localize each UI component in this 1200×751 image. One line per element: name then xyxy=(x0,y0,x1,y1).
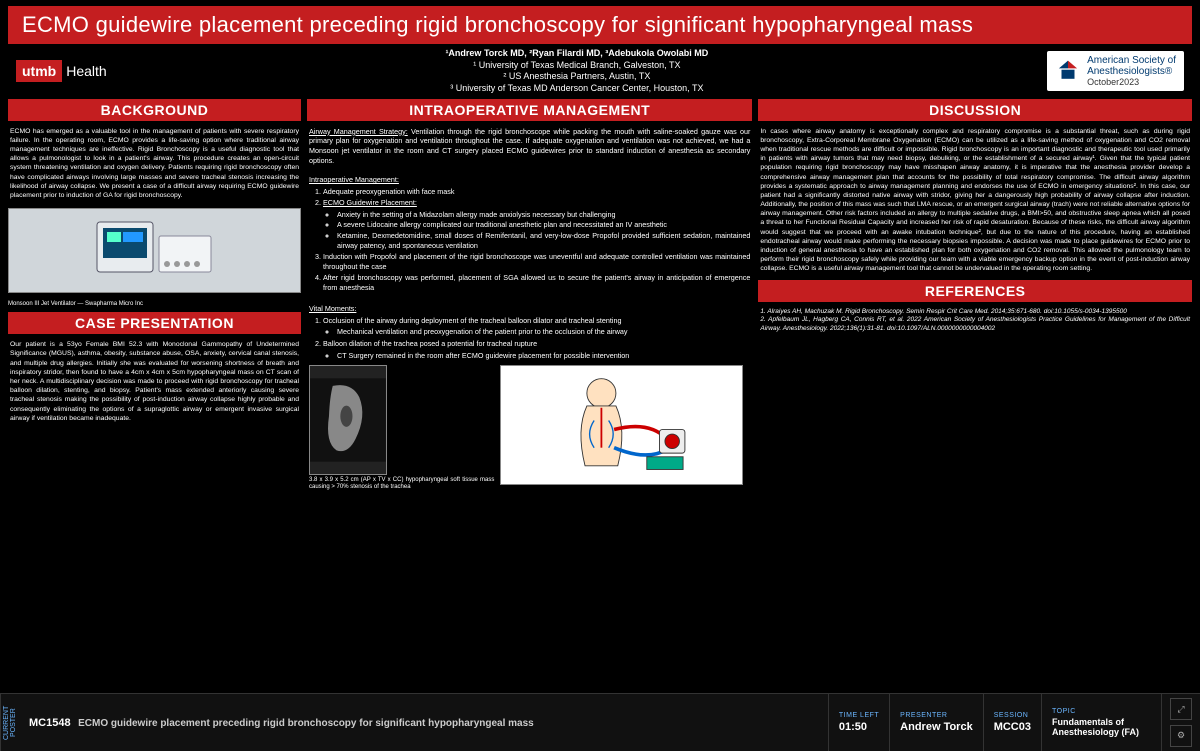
ecmo-diagram xyxy=(500,365,743,485)
current-poster-label: CURRENT POSTER xyxy=(0,694,19,751)
time-left-value: 01:50 xyxy=(839,721,879,733)
intraop-images: 3.8 x 3.9 x 5.2 cm (AP x TV x CC) hypoph… xyxy=(309,365,750,491)
affiliation-2: ² US Anesthesia Partners, Austin, TX xyxy=(107,71,1047,83)
time-left-label: TIME LEFT xyxy=(839,712,879,719)
strategy-label: Airway Management Strategy: xyxy=(309,127,408,136)
presentation-screen: ECMO guidewire placement preceding rigid… xyxy=(0,0,1200,751)
poster-title: ECMO guidewire placement preceding rigid… xyxy=(8,6,1192,44)
topic-value: Fundamentals of Anesthesiology (FA) xyxy=(1052,717,1151,737)
authors-block: ¹Andrew Torck MD, ²Ryan Filardi MD, ³Ade… xyxy=(107,48,1047,95)
mgmt-step1: Adequate preoxygenation with face mask xyxy=(323,187,750,197)
mgmt-label: Intraoperative Management: xyxy=(309,175,399,184)
background-header: BACKGROUND xyxy=(8,99,301,121)
discussion-header: DISCUSSION xyxy=(758,99,1192,121)
utmb-health: Health xyxy=(66,63,106,79)
right-column: DISCUSSION In cases where airway anatomy… xyxy=(758,99,1192,689)
mgmt-step4: After rigid bronchoscopy was performed, … xyxy=(323,273,750,292)
case-header: CASE PRESENTATION xyxy=(8,312,301,334)
ventilator-caption: Monsoon III Jet Ventilator — Swapharma M… xyxy=(8,301,301,308)
case-body: Our patient is a 53yo Female BMI 52.3 wi… xyxy=(8,338,301,425)
left-column: BACKGROUND ECMO has emerged as a valuabl… xyxy=(8,99,301,689)
presenter-cell: PRESENTER Andrew Torck xyxy=(890,694,984,751)
asa-icon xyxy=(1055,58,1081,84)
mgmt-step2b: A severe Lidocaine allergy complicated o… xyxy=(337,220,750,230)
asa-text2: Anesthesiologists® xyxy=(1087,66,1176,77)
discussion-body: In cases where airway anatomy is excepti… xyxy=(758,125,1192,276)
vital2: Balloon dilation of the trachea posed a … xyxy=(323,339,537,348)
session-cell: SESSION MCC03 xyxy=(984,694,1042,751)
references-body: 1. Alraiyes AH, Machuzak M. Rigid Bronch… xyxy=(758,306,1192,336)
affiliation-1: ¹ University of Texas Medical Branch, Ga… xyxy=(107,60,1047,72)
topic-cell: TOPIC Fundamentals of Anesthesiology (FA… xyxy=(1042,694,1162,751)
asa-date: October2023 xyxy=(1087,77,1176,87)
poster-area: ECMO guidewire placement preceding rigid… xyxy=(0,0,1200,693)
ct-block: 3.8 x 3.9 x 5.2 cm (AP x TV x CC) hypoph… xyxy=(309,365,494,491)
middle-column: INTRAOPERATIVE MANAGEMENT Airway Managem… xyxy=(307,99,752,689)
vital-label: Vital Moments: xyxy=(309,304,356,313)
poster-title-bar: ECMO guidewire placement preceding rigid… xyxy=(78,718,534,729)
expand-icon[interactable]: ⤢ xyxy=(1170,698,1192,720)
author-names: ¹Andrew Torck MD, ²Ryan Filardi MD, ³Ade… xyxy=(107,48,1047,60)
ct-image xyxy=(309,365,387,475)
info-bar: CURRENT POSTER MC1548 ECMO guidewire pla… xyxy=(0,693,1200,751)
presenter-value: Andrew Torck xyxy=(900,721,973,733)
session-label: SESSION xyxy=(994,712,1031,719)
vital2a: CT Surgery remained in the room after EC… xyxy=(337,351,750,361)
topic-label: TOPIC xyxy=(1052,708,1151,715)
asa-text1: American Society of xyxy=(1087,55,1176,66)
session-value: MCC03 xyxy=(994,721,1031,733)
ref-2: 2. Apfelbaum JL, Hagberg CA, Connis RT, … xyxy=(760,316,1190,334)
intraop-header: INTRAOPERATIVE MANAGEMENT xyxy=(307,99,752,121)
poster-code: MC1548 xyxy=(29,717,71,729)
asa-logo: American Society of Anesthesiologists® O… xyxy=(1047,51,1184,91)
mgmt-step3: Induction with Propofol and placement of… xyxy=(323,252,750,271)
mgmt-step2: ECMO Guidewire Placement: xyxy=(323,198,417,207)
vital1: Occlusion of the airway during deploymen… xyxy=(323,316,621,325)
right-controls: ⤢ ⚙ xyxy=(1162,694,1200,751)
vital1a: Mechanical ventilation and preoxygenatio… xyxy=(337,327,750,337)
time-left-cell: TIME LEFT 01:50 xyxy=(829,694,890,751)
mgmt-step2c: Ketamine, Dexmedetomidine, small doses o… xyxy=(337,231,750,250)
affiliation-3: ³ University of Texas MD Anderson Cancer… xyxy=(107,83,1047,95)
ref-1: 1. Alraiyes AH, Machuzak M. Rigid Bronch… xyxy=(760,308,1190,317)
utmb-logo: utmb Health xyxy=(16,60,107,82)
authors-row: utmb Health ¹Andrew Torck MD, ²Ryan Fila… xyxy=(8,44,1192,99)
settings-icon[interactable]: ⚙ xyxy=(1170,725,1192,747)
presenter-label: PRESENTER xyxy=(900,712,973,719)
poster-code-cell[interactable]: MC1548 ECMO guidewire placement precedin… xyxy=(19,694,829,751)
utmb-box: utmb xyxy=(16,60,62,82)
poster-columns: BACKGROUND ECMO has emerged as a valuabl… xyxy=(8,99,1192,689)
ventilator-image xyxy=(8,208,301,293)
ct-caption: 3.8 x 3.9 x 5.2 cm (AP x TV x CC) hypoph… xyxy=(309,477,494,491)
references-header: REFERENCES xyxy=(758,280,1192,302)
mgmt-step2a: Anxiety in the setting of a Midazolam al… xyxy=(337,210,750,220)
background-body: ECMO has emerged as a valuable tool in t… xyxy=(8,125,301,202)
intraop-body: Airway Management Strategy: Ventilation … xyxy=(307,125,752,493)
